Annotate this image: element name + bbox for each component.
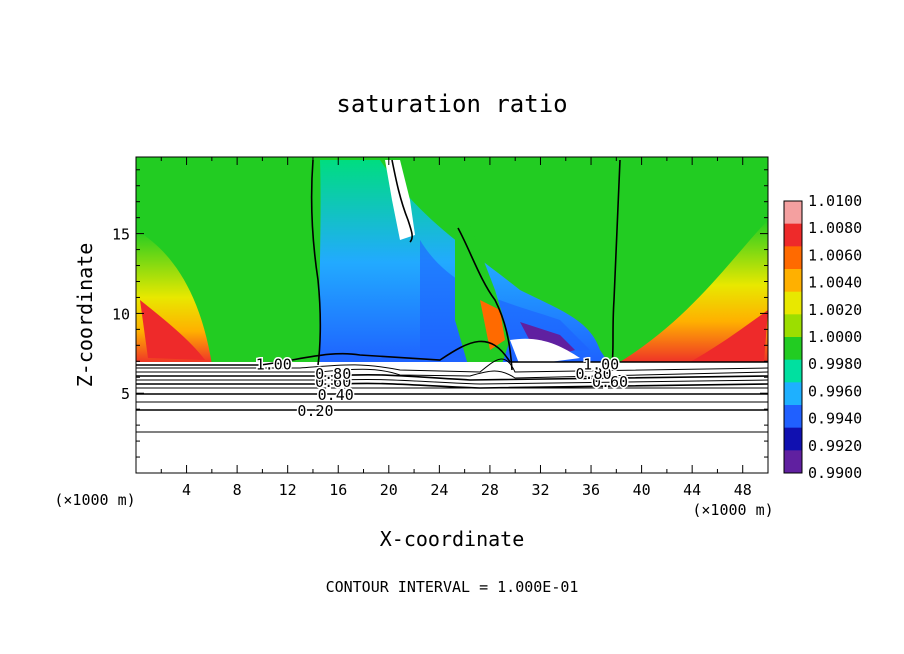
colorbar-tick-label: 0.9900 [808,464,862,482]
colorbar-tick-label: 1.0100 [808,192,862,210]
field-right-warm [615,220,768,365]
colorbar-tick-label: 1.0060 [808,246,862,264]
contour-label: 1.00 [583,355,619,373]
x-unit-label-left: (×1000 m) [54,491,135,509]
field-cloud-gap [510,338,580,366]
colorbar-tick-label: 0.9980 [808,355,862,373]
colorbar-swatch [784,269,802,293]
field-left-hot [140,300,205,360]
x-tick-label: 16 [329,481,347,499]
y-axis-label: Z-coordinate [73,243,97,388]
y-axis: 5 10 15 [112,169,768,458]
contour-0-80 [136,373,768,381]
contour-label: 1.00 [256,355,292,373]
colorbar-tick-label: 1.0080 [808,219,862,237]
colorbar-tick-label: 0.9960 [808,382,862,400]
plot-frame [135,156,769,474]
contour-0-95 [136,358,768,373]
colorbar-tick-label: 1.0000 [808,328,862,346]
x-tick-label: 32 [531,481,549,499]
x-tick-label: 44 [683,481,701,499]
y-tick-label: 5 [121,385,130,403]
colorbar-swatch [784,359,802,383]
contour-1-00-left-vertical [310,159,322,366]
colorbar-swatch [784,291,802,315]
x-axis: 4 8 12 16 20 24 28 32 36 40 44 48 [160,157,752,499]
field-right-hot [690,310,768,362]
colorbar-tick-label: 1.0020 [808,301,862,319]
contour-label: 0.80 [576,365,612,383]
colorbar-swatch [784,223,802,247]
contour-plume [457,227,513,371]
contour-updraft [391,159,413,243]
contour-label: 0.60 [315,373,351,391]
x-tick-label: 4 [182,481,191,499]
colorbar-swatch [784,314,802,338]
colorbar-frame [783,200,803,474]
chart-title: saturation ratio [336,90,567,118]
colorbar-swatch [784,382,802,406]
colorbar-tick-label: 0.9940 [808,410,862,428]
x-axis-label: X-coordinate [380,527,525,551]
contour-label: 0.20 [297,402,333,420]
colorbar-swatch [784,427,802,451]
x-tick-label: 40 [633,481,651,499]
y-tick-label: 10 [112,305,130,323]
contour-0-70 [136,378,768,385]
x-tick-label: 12 [279,481,297,499]
contour-1-00-right-vertical [611,159,621,366]
x-tick-label: 48 [734,481,752,499]
x-tick-label: 20 [380,481,398,499]
heatmap-field [136,157,768,473]
x-tick-label: 24 [430,481,448,499]
colorbar-tick-label: 0.9920 [808,437,862,455]
contour-label: 0.80 [315,365,351,383]
y-tick-label: 15 [112,226,130,244]
contour-label: 0.60 [592,373,628,391]
colorbar-swatch [784,450,802,474]
colorbar-tick-label: 1.0040 [808,274,862,292]
colorbar: 1.0100 1.0080 1.0060 1.0040 1.0020 1.0000 0.99… [783,192,862,482]
x-tick-label: 36 [582,481,600,499]
contour-interval-footer: CONTOUR INTERVAL = 1.000E-01 [326,578,579,596]
colorbar-swatch [784,246,802,270]
contour-label: 0.40 [318,386,354,404]
contour-labels: 0.200.400.60 0.600.80 0.801.00 1.00 [254,354,629,421]
colorbar-swatch [784,337,802,361]
x-unit-label-right: (×1000 m) [692,501,773,519]
x-tick-label: 28 [481,481,499,499]
contour-lines [136,159,768,433]
contour-1-00 [136,340,768,366]
field-plume-warm [480,300,505,350]
x-tick-label: 8 [233,481,242,499]
colorbar-swatch [784,405,802,429]
colorbar-swatch [784,201,802,225]
